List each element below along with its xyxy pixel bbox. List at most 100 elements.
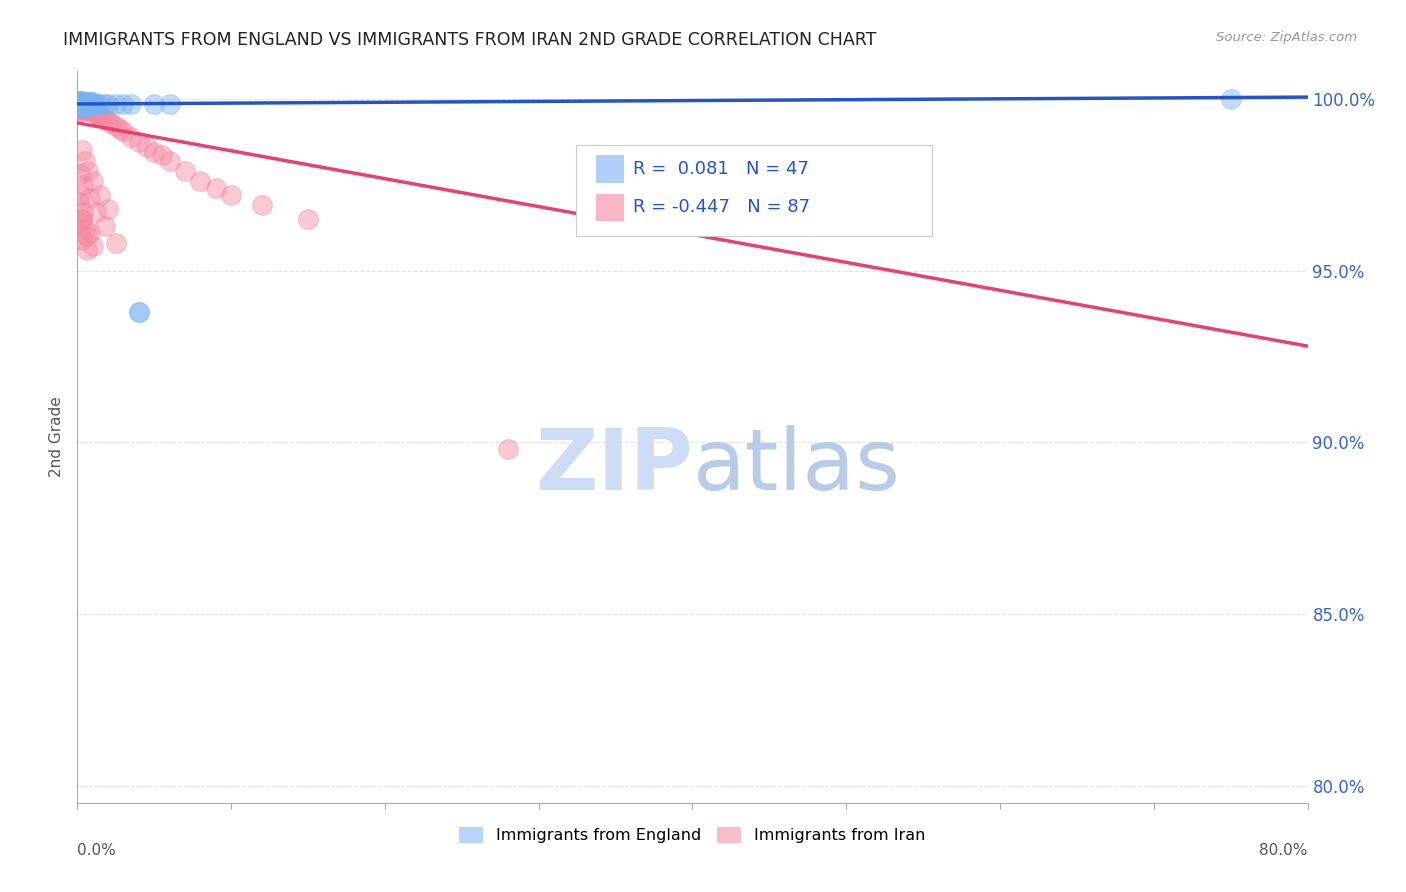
Point <box>219 188 242 202</box>
Point <box>82 95 104 110</box>
Point <box>100 116 122 130</box>
Point <box>94 97 117 112</box>
Point <box>73 98 96 112</box>
Point <box>72 97 94 112</box>
Point <box>97 114 120 128</box>
Text: ZIP: ZIP <box>534 425 693 508</box>
Point <box>297 212 319 227</box>
Point <box>72 178 94 192</box>
Point <box>1219 92 1241 106</box>
Point <box>72 98 94 112</box>
Point <box>72 100 94 114</box>
Point <box>110 122 132 136</box>
Point <box>84 97 107 112</box>
Point <box>80 97 103 112</box>
Point <box>104 97 127 112</box>
Point <box>82 239 104 253</box>
Point <box>86 97 108 112</box>
Point <box>80 95 103 110</box>
Text: R =  0.081   N = 47: R = 0.081 N = 47 <box>634 160 810 178</box>
Point <box>69 94 91 108</box>
Point <box>120 97 142 112</box>
Point <box>67 100 90 114</box>
Point <box>72 97 94 112</box>
Text: IMMIGRANTS FROM ENGLAND VS IMMIGRANTS FROM IRAN 2ND GRADE CORRELATION CHART: IMMIGRANTS FROM ENGLAND VS IMMIGRANTS FR… <box>63 31 877 49</box>
Point <box>128 135 150 149</box>
Point <box>86 107 108 121</box>
Point <box>79 100 101 114</box>
Point <box>79 103 101 118</box>
Point <box>76 229 98 244</box>
Point <box>73 95 96 110</box>
Point <box>150 148 173 162</box>
Point <box>120 129 142 144</box>
Legend: Immigrants from England, Immigrants from Iran: Immigrants from England, Immigrants from… <box>453 821 932 850</box>
Point <box>67 98 90 112</box>
Point <box>73 97 96 112</box>
Point <box>77 95 100 110</box>
Point <box>69 100 91 114</box>
Point <box>70 97 93 112</box>
Point <box>82 174 104 188</box>
Point <box>70 100 93 114</box>
Point <box>94 112 117 127</box>
Point <box>496 442 519 456</box>
Point <box>76 98 98 112</box>
Point <box>73 153 96 168</box>
Text: 80.0%: 80.0% <box>1260 843 1308 858</box>
Point <box>69 98 91 112</box>
Point <box>77 164 100 178</box>
Point <box>112 124 135 138</box>
Text: R = -0.447   N = 87: R = -0.447 N = 87 <box>634 198 810 216</box>
Point <box>77 100 100 114</box>
Point <box>76 100 98 114</box>
Point <box>128 304 150 318</box>
Point <box>67 100 90 114</box>
Point <box>70 103 93 118</box>
Text: Source: ZipAtlas.com: Source: ZipAtlas.com <box>1216 31 1357 45</box>
Point <box>70 94 93 108</box>
Point <box>250 198 273 212</box>
Point <box>70 97 93 112</box>
Point <box>79 226 101 240</box>
Point <box>83 97 105 112</box>
Point <box>112 97 135 112</box>
Point <box>73 98 96 112</box>
Point <box>69 100 91 114</box>
Point <box>70 100 93 114</box>
Point <box>72 102 94 116</box>
Point <box>70 144 93 158</box>
Point <box>76 98 98 112</box>
Point <box>89 97 111 112</box>
Point <box>76 95 98 110</box>
Point <box>69 226 91 240</box>
Point <box>69 95 91 110</box>
Point <box>67 95 90 110</box>
Point <box>97 97 120 112</box>
Point <box>69 102 91 116</box>
Point <box>79 95 101 110</box>
Point <box>135 140 157 154</box>
Point <box>72 100 94 114</box>
Point <box>89 188 111 202</box>
Point <box>69 215 91 229</box>
Point <box>73 100 96 114</box>
Point <box>70 95 93 110</box>
Point <box>69 98 91 112</box>
Point <box>104 235 127 250</box>
Point <box>77 97 100 112</box>
Point <box>82 103 104 117</box>
Point <box>67 194 90 209</box>
Point <box>76 97 98 112</box>
Point <box>188 174 212 188</box>
Point <box>70 212 93 227</box>
Point <box>80 103 103 118</box>
Point <box>73 222 96 236</box>
Point <box>143 145 166 159</box>
Point <box>73 100 96 114</box>
Point <box>70 233 93 247</box>
Text: 0.0%: 0.0% <box>77 843 117 858</box>
Point <box>79 102 101 116</box>
Point <box>67 94 90 108</box>
Point <box>159 97 181 112</box>
